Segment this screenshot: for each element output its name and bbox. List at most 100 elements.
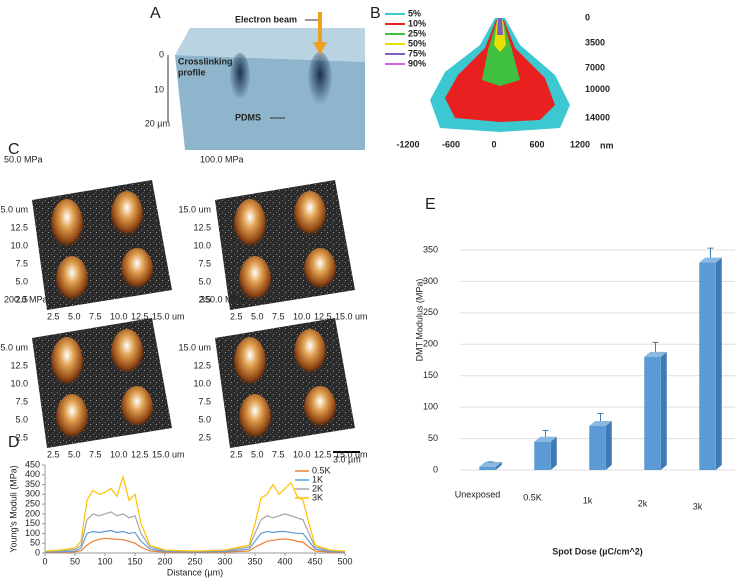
panel-label: A (150, 5, 161, 22)
y-tick-label: 50 (30, 538, 40, 548)
legend-label: 90% (408, 58, 426, 68)
afm-tick: 12.5 (193, 222, 211, 232)
y-tick-label: 0 (433, 464, 438, 474)
bar-side (495, 461, 502, 470)
y-tick-label: 250 (25, 498, 40, 508)
afm-tick: 12.5 (314, 449, 332, 459)
y-tick-label: 14000 (585, 112, 610, 122)
panel-label: E (425, 196, 436, 213)
bar-top (534, 436, 557, 442)
y-axis-label: Young's Moduli (MPa) (8, 465, 18, 552)
afm-tick: 15.0 um (178, 204, 211, 214)
afm-tick: 5.0 (68, 311, 81, 321)
y-tick-label: 300 (423, 276, 438, 286)
profile-blob (308, 52, 332, 108)
line-series (44, 537, 346, 554)
profile-label: profile (178, 67, 206, 77)
y-tick-label: 200 (25, 508, 40, 518)
x-tick-label: Unexposed (455, 489, 501, 499)
x-tick-label: 500 (337, 556, 352, 566)
y-tick-label: 250 (423, 307, 438, 317)
afm-tick: 7.5 (272, 449, 285, 459)
afm-tick: 2.5 (15, 432, 28, 442)
afm-tick: 10.0 (193, 378, 211, 388)
y-tick-label: 7000 (585, 62, 605, 72)
y-tick-label: 0 (35, 547, 40, 557)
line-series (44, 511, 346, 553)
afm-scale: 350.0 MPa (200, 294, 244, 304)
y-tick-label: 350 (25, 479, 40, 489)
panel-a: A Electron beam Crosslinking profile PDM… (145, 5, 365, 150)
x-axis-label: Distance (µm) (167, 567, 223, 577)
x-tick-label: 150 (127, 556, 142, 566)
material-label: PDMS (235, 112, 261, 122)
afm-tick: 5.0 (68, 449, 81, 459)
profile-blob (230, 53, 250, 103)
bar-side (550, 436, 557, 470)
y-tick-label: 100 (25, 528, 40, 538)
panel-label: B (370, 5, 381, 22)
legend-label: 10% (408, 18, 426, 28)
y-tick-label: 150 (423, 370, 438, 380)
depth-tick: 0 (159, 49, 164, 59)
afm-image (32, 180, 172, 310)
panel-label: D (8, 434, 20, 451)
x-tick-label: 200 (157, 556, 172, 566)
afm-tick: 15.0 um (0, 204, 28, 214)
legend-label: 0.5K (312, 465, 331, 475)
afm-tick: 2.5 (15, 294, 28, 304)
contour-50 (494, 20, 506, 52)
afm-tick: 5.0 (15, 414, 28, 424)
y-tick-label: 10000 (585, 84, 610, 94)
y-tick-label: 300 (25, 489, 40, 499)
afm-scale: 50.0 MPa (4, 154, 43, 164)
afm-tick: 12.5 (10, 360, 28, 370)
afm-tick: 15.0 um (335, 449, 368, 459)
afm-tick: 2.5 (47, 449, 60, 459)
bar (699, 262, 716, 470)
y-tick-label: 400 (25, 469, 40, 479)
afm-tick: 7.5 (272, 311, 285, 321)
afm-tick: 15.0 um (152, 449, 185, 459)
x-tick-label: 3k (693, 501, 703, 511)
afm-tick: 15.0 um (152, 311, 185, 321)
y-tick-label: 3500 (585, 37, 605, 47)
afm-tick: 12.5 (10, 222, 28, 232)
bar (479, 466, 496, 470)
x-tick-label: 300 (217, 556, 232, 566)
y-tick-label: 100 (423, 402, 438, 412)
legend-label: 3K (312, 492, 323, 502)
x-tick-label: -600 (442, 139, 460, 149)
afm-tick: 12.5 (131, 449, 149, 459)
afm-tick: 5.0 (251, 311, 264, 321)
profile-label: Crosslinking (178, 56, 233, 66)
afm-tick: 12.5 (314, 311, 332, 321)
x-tick-label: 250 (187, 556, 202, 566)
beam-arrow-head (313, 42, 327, 55)
afm-tick: 10.0 (10, 240, 28, 250)
x-tick-label: 600 (529, 139, 544, 149)
afm-tick: 7.5 (15, 396, 28, 406)
y-tick-label: 50 (428, 433, 438, 443)
bar-top (699, 257, 722, 263)
x-tick-label: 50 (70, 556, 80, 566)
afm-tick: 12.5 (131, 311, 149, 321)
x-tick-label: 100 (97, 556, 112, 566)
x-tick-label: -1200 (396, 139, 419, 149)
afm-tick: 2.5 (47, 311, 60, 321)
y-tick-label: 350 (423, 244, 438, 254)
legend-label: 50% (408, 38, 426, 48)
panel-c: C 50.0 MPa 100.0 MPa 200.0 MPa 350.0 MPa… (4, 141, 361, 464)
afm-scale: 100.0 MPa (200, 154, 244, 164)
scale-bar-label: 3.0 µm (333, 454, 361, 464)
beam-label: Electron beam (235, 14, 297, 24)
y-tick-label: 0 (585, 12, 590, 22)
afm-tick: 10.0 (293, 449, 311, 459)
bar (589, 426, 606, 470)
contour-25 (482, 20, 520, 86)
x-tick-label: 350 (247, 556, 262, 566)
bar-side (715, 257, 722, 470)
legend-label: 25% (408, 28, 426, 38)
afm-tick: 2.5 (198, 294, 211, 304)
